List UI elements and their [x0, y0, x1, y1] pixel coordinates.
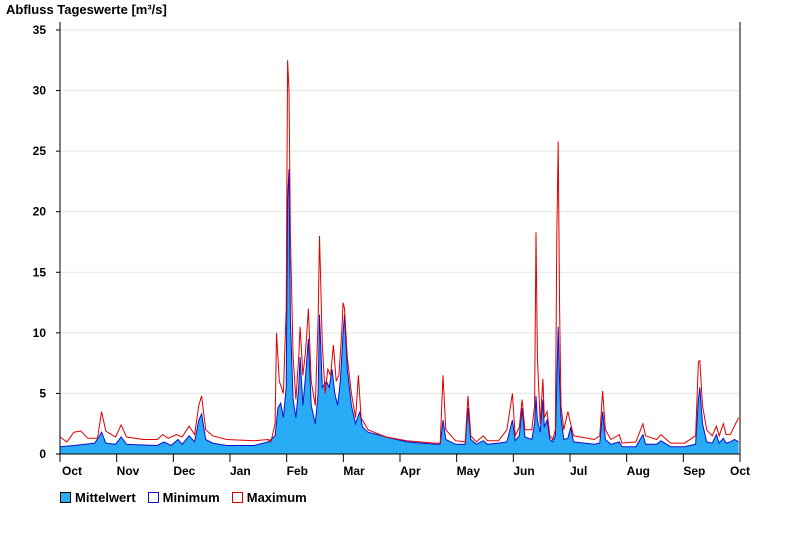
legend-item-maximum: Maximum — [231, 490, 307, 505]
x-tick-label: Aug — [627, 464, 650, 478]
x-tick-label: Oct — [62, 464, 82, 478]
x-tick-label: Jan — [230, 464, 251, 478]
series-line-minimum — [59, 169, 739, 448]
x-tick-label: Jun — [513, 464, 534, 478]
x-tick-label: Nov — [117, 464, 140, 478]
x-tick-label: Oct — [730, 464, 750, 478]
y-tick-label: 20 — [33, 205, 47, 219]
y-tick-label: 30 — [33, 84, 47, 98]
x-tick-label: May — [457, 464, 481, 478]
series-lines-group — [59, 60, 740, 448]
y-tick-label: 15 — [33, 265, 47, 279]
y-tick-label: 35 — [33, 23, 47, 37]
y-axis-ticks: 0 5 10 15 20 25 30 35 — [33, 23, 60, 461]
axes — [59, 22, 741, 455]
legend-item-mittelwert: Mittelwert — [60, 490, 136, 505]
x-axis-ticks: Oct Nov Dec Jan Feb Mar Apr May Jun Jul Aug Sep Oct — [59, 454, 750, 478]
grid-lines — [60, 29, 740, 394]
legend-label: Mittelwert — [75, 490, 136, 505]
x-tick-label: Dec — [173, 464, 195, 478]
y-tick-label: 10 — [33, 326, 47, 340]
series-line-maximum — [59, 60, 740, 444]
x-tick-label: Apr — [400, 464, 421, 478]
chart-title: Abfluss Tageswerte [m³/s] — [6, 2, 167, 17]
y-tick-label: 0 — [39, 447, 46, 461]
x-tick-label: Sep — [683, 464, 705, 478]
x-tick-label: Feb — [287, 464, 308, 478]
x-tick-label: Jul — [570, 464, 587, 478]
y-tick-label: 25 — [33, 144, 47, 158]
legend-item-minimum: Minimum — [147, 490, 220, 505]
x-tick-label: Mar — [343, 464, 365, 478]
legend-swatch — [231, 492, 243, 503]
y-tick-label: 5 — [39, 386, 46, 400]
legend: Mittelwert Minimum Maximum — [60, 490, 319, 505]
legend-swatch — [60, 492, 71, 503]
legend-swatch — [147, 492, 159, 503]
legend-label: Maximum — [246, 490, 307, 505]
legend-label: Minimum — [162, 490, 220, 505]
